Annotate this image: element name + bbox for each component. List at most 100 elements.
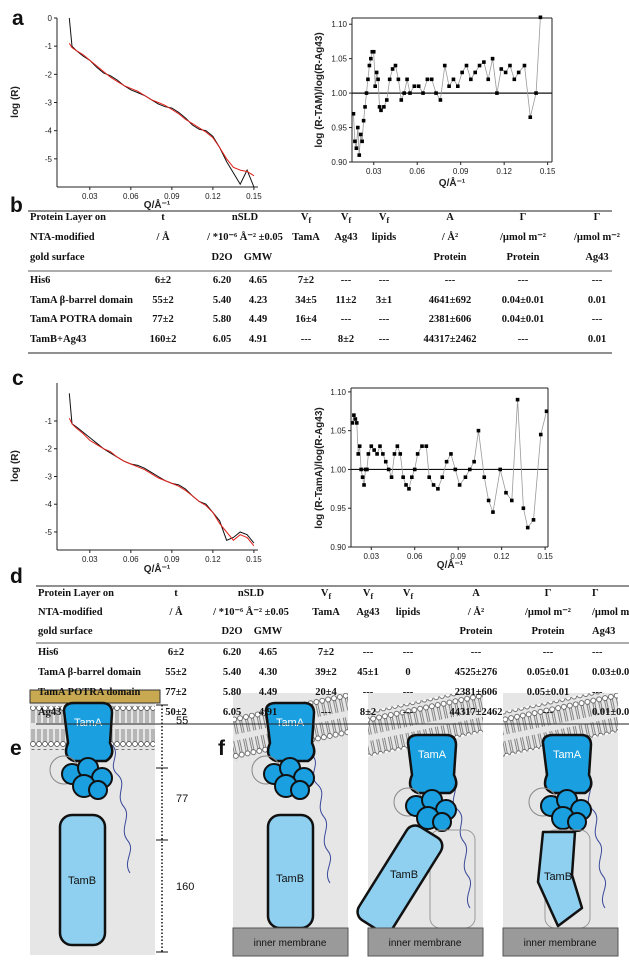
table-cell: ---: [445, 275, 456, 286]
point: [416, 452, 420, 456]
point: [491, 57, 495, 61]
tamb: [268, 815, 313, 928]
header-cell: GMW: [244, 252, 273, 263]
y-tick-label: -5: [45, 155, 53, 164]
header-cell: Vf: [341, 212, 352, 225]
table-cell: 4.49: [259, 687, 277, 698]
table-cell: 0.05±0.01: [527, 667, 570, 678]
table-cell: 6.20: [223, 647, 241, 658]
header-cell: nSLD: [232, 212, 259, 223]
table-cell: ---: [592, 687, 603, 698]
header-subscript: f: [410, 592, 413, 601]
table-cell: 20±4: [315, 687, 337, 698]
point: [456, 84, 460, 88]
header-cell: Vf: [403, 588, 414, 601]
x-tick-label: 0.03: [82, 192, 98, 201]
point: [539, 433, 543, 437]
point: [513, 78, 517, 82]
header-cell: Γ: [592, 588, 599, 599]
header-cell: Γ: [594, 212, 601, 223]
table-cell: 4525±276: [455, 667, 498, 678]
point: [408, 91, 412, 95]
point: [356, 126, 360, 130]
header-cell: Vf: [363, 588, 374, 601]
point: [355, 421, 359, 425]
header-cell: Γ: [545, 588, 552, 599]
point: [445, 460, 449, 464]
table-cell: 50±2: [165, 707, 187, 718]
point: [472, 460, 476, 464]
table-cell: 8±2: [338, 334, 354, 345]
x-tick-label: 0.03: [366, 167, 382, 176]
panel-label: c: [12, 367, 24, 390]
y-axis-label: log (R-TamA)/log(R-Ag43): [314, 407, 325, 528]
header-cell: / Å: [168, 606, 183, 618]
header-subscript: f: [308, 216, 311, 225]
header-cell: A: [446, 212, 454, 223]
tamb-label: TamB: [390, 869, 418, 881]
point: [353, 140, 357, 144]
table-cell: ---: [363, 647, 374, 658]
table-cell: 39±2: [315, 667, 337, 678]
point: [449, 452, 453, 456]
tama-label: TamA: [418, 749, 447, 761]
y-tick-label: -3: [45, 99, 53, 108]
tama-label: TamA: [553, 749, 582, 761]
point: [487, 499, 491, 503]
table-cell: 55±2: [152, 295, 174, 306]
header-cell: Protein: [433, 252, 466, 263]
x-axis-label: Q/Å⁻¹: [144, 562, 171, 575]
table-cell: 11±2: [336, 295, 357, 306]
point: [469, 78, 473, 82]
table-cell: 0.04±0.01: [502, 314, 545, 325]
point: [473, 71, 477, 75]
y-tick-label: -4: [45, 500, 53, 509]
point: [402, 91, 406, 95]
header-cell: Protein: [531, 626, 564, 637]
table-cell: ---: [543, 647, 554, 658]
point: [385, 98, 389, 102]
point: [523, 64, 527, 68]
table-cell: 8±2: [360, 707, 376, 718]
point: [425, 444, 429, 448]
table-cell: TamA β-barrel domain: [30, 295, 133, 306]
point: [379, 109, 383, 113]
table-cell: 4.91: [249, 334, 267, 345]
table-cell: TamA β-barrel domain: [38, 667, 141, 678]
point: [526, 526, 530, 530]
table-cell: 5.80: [223, 687, 241, 698]
x-axis-label: Q/Å⁻¹: [437, 558, 464, 571]
tamb-label: TamB: [276, 873, 304, 885]
table-cell: 77±2: [165, 687, 187, 698]
table-cell: 5.40: [213, 295, 231, 306]
x-tick-label: 0.12: [205, 555, 221, 564]
x-tick-label: 0.15: [540, 167, 556, 176]
point: [363, 105, 367, 109]
y-tick-label: 0.90: [330, 543, 346, 552]
table-cell: Ag43: [38, 707, 61, 718]
table-cell: ---: [341, 275, 352, 286]
header-cell: NTA-modified: [30, 232, 95, 243]
point: [372, 50, 376, 54]
table-cell: ---: [592, 314, 603, 325]
x-tick-label: 0.15: [537, 552, 553, 561]
table-cell: 6.20: [213, 275, 231, 286]
header-cell: TamA: [292, 232, 320, 243]
panel-label: d: [10, 565, 23, 588]
y-tick-label: 1.00: [330, 465, 346, 474]
y-tick-label: 0.90: [331, 158, 347, 167]
point: [378, 444, 382, 448]
table-cell: 7±2: [298, 275, 314, 286]
header-cell: gold surface: [38, 626, 93, 637]
point: [495, 91, 499, 95]
table-cell: ---: [471, 647, 482, 658]
header-cell: lipids: [372, 232, 397, 243]
y-tick-label: -1: [45, 42, 53, 51]
point: [468, 468, 472, 472]
header-cell: D2O: [212, 252, 233, 263]
table-cell: 0.05±0.01: [527, 687, 570, 698]
tama-label: TamA: [276, 717, 305, 729]
chart: 0.900.951.001.051.100.030.060.090.120.15…: [314, 16, 556, 189]
header-cell: nSLD: [238, 588, 265, 599]
